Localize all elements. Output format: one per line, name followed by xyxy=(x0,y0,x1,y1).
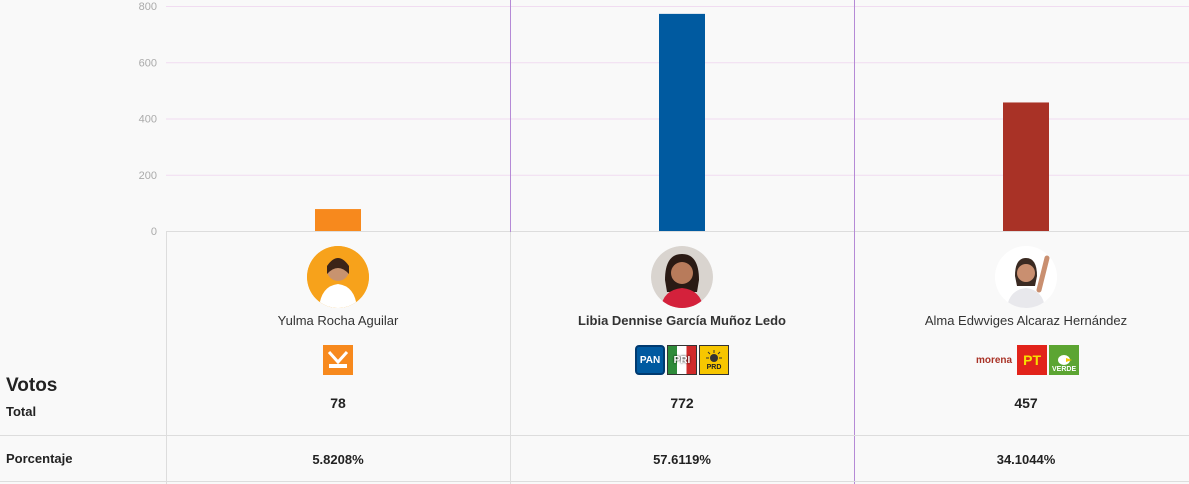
row-divider xyxy=(0,435,1189,436)
y-tick-label: 600 xyxy=(139,57,157,69)
vote-bar-chart: 0 200 400 600 800 xyxy=(139,1,1189,236)
party-label: VERDE xyxy=(1052,366,1077,373)
pt-logo: PT xyxy=(1017,345,1048,375)
party-label: PAN xyxy=(639,354,661,366)
party-logos: PAN PRI PRD xyxy=(510,345,854,375)
morena-logo: morena xyxy=(973,345,1015,375)
verde-logo: VERDE xyxy=(1049,345,1080,375)
y-tick-label: 0 xyxy=(151,226,157,236)
party-label: PRD xyxy=(706,363,722,371)
candidate-name: Yulma Rocha Aguilar xyxy=(277,313,399,328)
row-divider xyxy=(0,481,1189,482)
column-divider xyxy=(166,232,167,484)
column-divider xyxy=(510,232,511,436)
candidate-percent: 57.6119% xyxy=(653,452,711,467)
y-tick-label: 400 xyxy=(139,114,157,126)
candidate-name: Alma Edwviges Alcaraz Hernández xyxy=(924,313,1128,328)
column-divider xyxy=(510,436,511,484)
porcentaje-label: Porcentaje xyxy=(6,451,73,466)
column-divider xyxy=(854,232,855,436)
toucan-icon xyxy=(1058,355,1073,365)
column-divider xyxy=(510,0,511,236)
candidate-votes: 457 xyxy=(1014,395,1038,411)
party-label: morena xyxy=(975,354,1013,366)
candidate-avatar xyxy=(995,246,1057,308)
sun-icon xyxy=(706,349,722,362)
y-tick-label: 800 xyxy=(139,1,157,13)
column-divider xyxy=(854,0,855,236)
bar[interactable] xyxy=(315,209,361,231)
movimiento-ciudadano-logo xyxy=(323,345,353,375)
candidate-column: Alma Edwviges Alcaraz Hernández morena P… xyxy=(854,232,1189,436)
candidate-column: Yulma Rocha Aguilar 78 xyxy=(166,232,510,436)
column-divider xyxy=(854,436,855,484)
party-logos: morena PT VERDE xyxy=(854,345,1189,375)
prd-logo: PRD xyxy=(699,345,729,375)
bar[interactable] xyxy=(659,13,705,231)
candidate-name: Libia Dennise García Muñoz Ledo xyxy=(577,313,787,328)
party-logos xyxy=(166,345,510,375)
pri-logo: PRI xyxy=(667,345,697,375)
pan-logo: PAN xyxy=(635,345,665,375)
candidate-avatar xyxy=(651,246,713,308)
bar[interactable] xyxy=(1003,102,1049,231)
y-tick-label: 200 xyxy=(139,170,157,182)
candidate-votes: 78 xyxy=(330,395,346,411)
candidate-percent: 5.8208% xyxy=(312,452,364,467)
party-label: PT xyxy=(1023,352,1041,368)
candidate-column: Libia Dennise García Muñoz Ledo PAN PRI … xyxy=(510,232,854,436)
candidate-avatar xyxy=(307,246,369,308)
party-label: PRI xyxy=(673,354,691,366)
votos-label: Votos xyxy=(6,375,58,396)
candidate-votes: 772 xyxy=(670,395,694,411)
total-label: Total xyxy=(6,404,37,419)
candidate-percent: 34.1044% xyxy=(996,452,1056,467)
